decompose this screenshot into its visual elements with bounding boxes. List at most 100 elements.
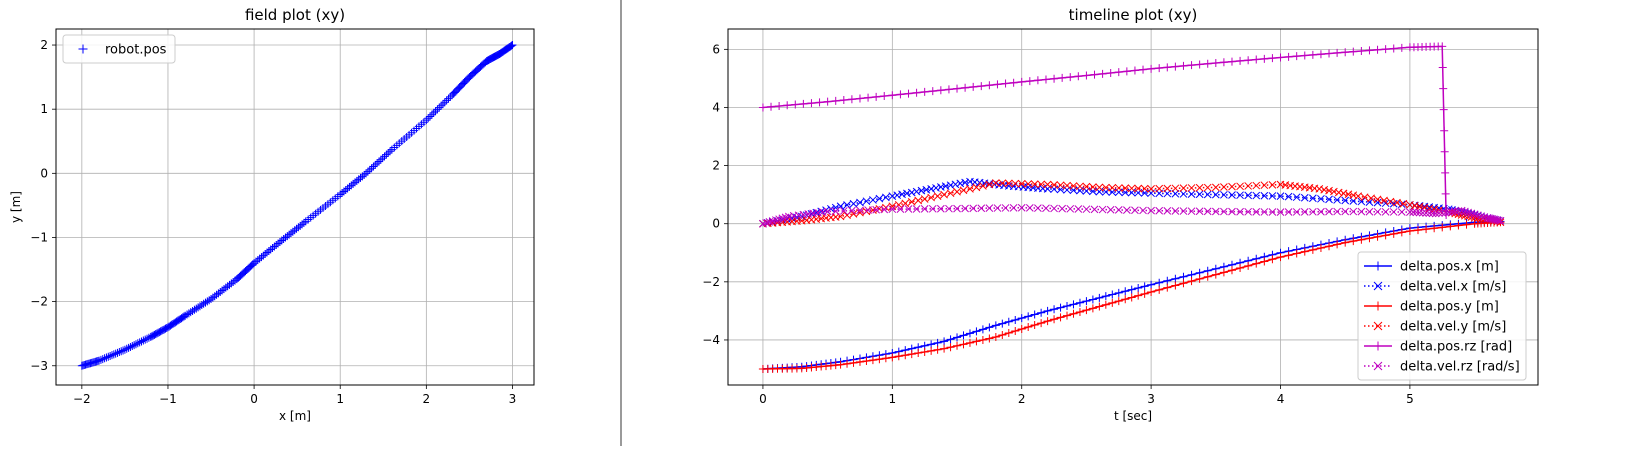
data-point <box>993 204 1002 212</box>
data-point <box>382 150 391 159</box>
data-point <box>1147 288 1156 297</box>
data-point <box>1341 207 1350 216</box>
data-point <box>1373 195 1382 204</box>
legend-marker <box>1373 261 1383 271</box>
data-point <box>1439 105 1448 114</box>
data-point <box>985 81 994 90</box>
data-point <box>896 205 905 213</box>
data-point <box>993 80 1002 89</box>
data-point <box>807 99 816 108</box>
data-point <box>1431 209 1440 218</box>
data-point <box>1114 206 1123 214</box>
x-tick-label: 2 <box>423 392 431 406</box>
data-point <box>1025 204 1034 212</box>
data-point <box>1438 208 1447 217</box>
data-point <box>904 205 913 213</box>
data-point <box>894 352 903 361</box>
data-point <box>978 325 987 334</box>
data-point <box>1108 183 1117 192</box>
data-point <box>1082 306 1091 315</box>
legend-box <box>1357 251 1527 381</box>
data-point <box>102 353 111 362</box>
data-point <box>932 184 940 192</box>
data-point <box>1030 310 1039 319</box>
data-point <box>1106 205 1115 214</box>
data-point <box>1389 44 1398 53</box>
data-point <box>1089 183 1097 191</box>
y-tick-label: 2 <box>712 159 720 173</box>
pane-divider[interactable] <box>620 0 622 446</box>
data-point <box>1397 208 1406 216</box>
data-point <box>1076 182 1084 191</box>
data-point <box>912 187 921 196</box>
data-point <box>920 87 929 96</box>
data-point <box>836 360 845 369</box>
data-point <box>1440 126 1449 135</box>
data-point <box>953 187 961 196</box>
x-tick-label: 0 <box>250 392 258 406</box>
data-point <box>998 319 1007 328</box>
data-point <box>959 340 968 349</box>
data-point <box>1268 54 1277 63</box>
data-point <box>1349 207 1358 216</box>
data-point <box>961 178 969 187</box>
timeline-plot-canvas[interactable]: timeline plot (xy) 0 1 2 3 4 5 −4 −2 0 2 4 6 t [sec] d… <box>622 0 1626 446</box>
data-point <box>115 348 124 357</box>
data-point <box>1438 63 1447 72</box>
data-point <box>1320 185 1329 194</box>
data-point <box>893 191 902 200</box>
data-point <box>1004 179 1013 188</box>
series-5 <box>759 203 1505 228</box>
data-point <box>1127 293 1136 302</box>
data-point <box>1333 240 1342 249</box>
data-point <box>1147 280 1156 289</box>
data-point <box>920 347 929 356</box>
legend-marker <box>1373 301 1383 311</box>
legend-label: delta.vel.x [m/s] <box>1400 280 1506 295</box>
legend-label: delta.pos.y [m] <box>1400 300 1499 315</box>
data-point <box>849 358 858 367</box>
data-point <box>1333 196 1341 204</box>
data-point <box>1380 196 1388 205</box>
field-plot-canvas[interactable]: field plot (xy) −2 −1 0 1 2 3 −3 −2 −1 0 1 2 x [m] y [… <box>0 0 620 446</box>
data-point <box>1300 51 1309 60</box>
data-point <box>843 201 851 209</box>
data-point <box>363 167 372 176</box>
data-point <box>1004 317 1013 326</box>
data-point <box>907 350 916 359</box>
data-point <box>96 355 105 364</box>
y-tick-label: 4 <box>712 100 720 114</box>
series-0 <box>77 41 517 370</box>
data-point <box>843 359 852 368</box>
data-point <box>438 100 447 109</box>
data-point <box>1220 207 1228 216</box>
data-point <box>940 190 948 199</box>
data-point <box>365 165 374 174</box>
data-point <box>1017 179 1026 188</box>
y-tick-label: 1 <box>40 102 48 116</box>
data-point <box>1009 78 1018 87</box>
data-point <box>1101 292 1110 301</box>
x-tick-label: −2 <box>73 392 91 406</box>
data-point <box>907 188 916 197</box>
data-point <box>1244 191 1253 200</box>
data-point <box>1252 259 1261 268</box>
data-point <box>928 87 937 96</box>
data-point <box>1131 206 1139 215</box>
data-point <box>1042 204 1050 213</box>
data-point <box>1412 208 1421 217</box>
data-point <box>1058 204 1067 213</box>
data-point <box>1276 53 1285 62</box>
data-point <box>299 218 308 227</box>
data-point <box>1227 57 1236 66</box>
data-point <box>849 199 858 208</box>
data-point <box>1088 295 1097 304</box>
data-point <box>907 198 916 206</box>
data-point <box>1317 194 1325 203</box>
data-point <box>1155 285 1164 294</box>
data-point <box>1114 297 1123 306</box>
data-point <box>1349 191 1358 200</box>
data-point <box>1075 298 1084 307</box>
data-point <box>1236 207 1244 216</box>
data-point <box>1276 192 1285 200</box>
